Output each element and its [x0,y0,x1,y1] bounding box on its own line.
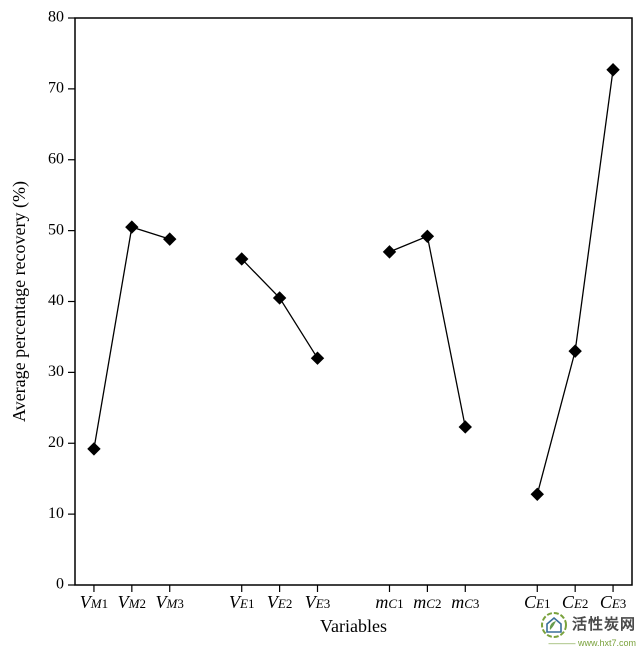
x-tick-label: CE2 [562,592,588,612]
x-tick-label: VE1 [229,592,254,612]
x-tick-label: CE3 [600,592,626,612]
data-marker [459,421,471,433]
x-tick-label: VM2 [118,592,146,612]
plot-border [75,18,632,585]
series-line-VE [242,259,318,358]
data-marker [383,246,395,258]
series-line-VM [94,227,170,449]
data-marker [531,488,543,500]
y-tick-label: 80 [48,9,64,26]
data-marker [126,221,138,233]
chart-container: 0 10 20 30 40 50 60 70 80 Average percentage reco… [0,0,642,654]
x-tick-label: CE1 [524,592,550,612]
y-tick-label: 10 [48,505,64,522]
series-line-CE [537,70,613,495]
recovery-chart: 0 10 20 30 40 50 60 70 80 Average percentage reco… [0,0,642,654]
x-tick-label: mC1 [375,592,403,612]
x-tick-label: VM1 [80,592,108,612]
x-tick-label: VE3 [305,592,330,612]
y-tick-label: 50 [48,221,64,238]
x-tick-label: mC2 [413,592,441,612]
x-axis-title: Variables [320,616,387,636]
y-tick-label: 60 [48,150,64,167]
y-tick-label: 40 [48,292,64,309]
data-marker [569,345,581,357]
y-axis-title: Average percentage recovery (%) [9,181,30,422]
data-marker [421,230,433,242]
x-tick-label: VM3 [156,592,184,612]
y-tick-label: 20 [48,434,64,451]
y-tick-label: 0 [56,576,64,593]
y-tick-label: 70 [48,80,64,97]
data-marker [88,443,100,455]
y-tick-label: 30 [48,363,64,380]
data-marker [312,352,324,364]
series-line-mC [390,236,466,427]
data-marker [164,233,176,245]
data-marker [607,64,619,76]
x-tick-label: VE2 [267,592,292,612]
x-tick-label: mC3 [451,592,479,612]
